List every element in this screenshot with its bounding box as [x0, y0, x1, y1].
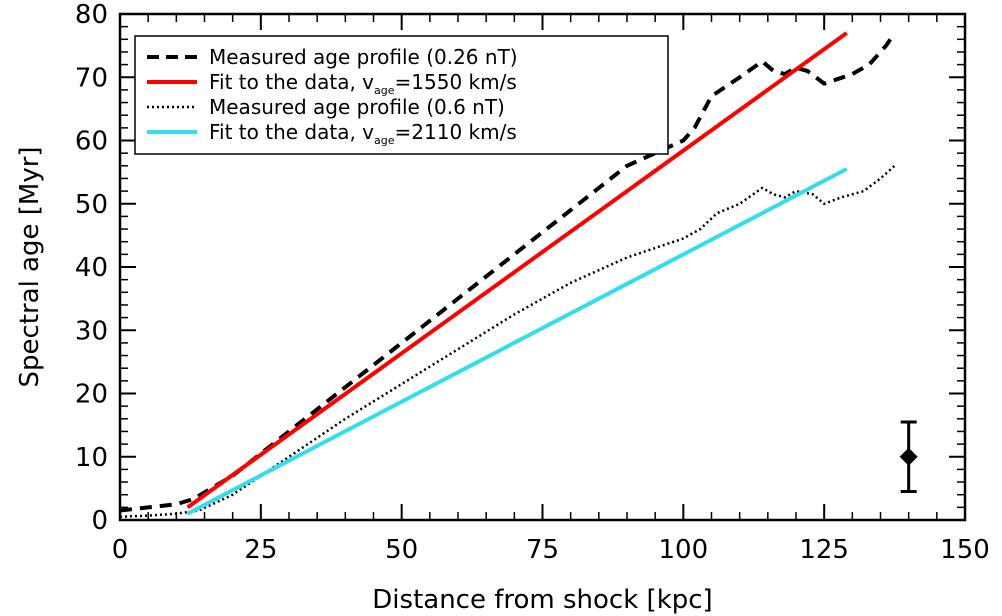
x-tick-label: 125: [799, 535, 849, 565]
series-layer: [119, 31, 897, 519]
legend-label-text: Measured age profile (0.26 nT): [209, 45, 518, 69]
y-tick-label: 50: [75, 190, 108, 220]
x-tick-label: 25: [244, 535, 277, 565]
y-tick-label: 70: [75, 63, 108, 93]
y-tick-label: 40: [75, 253, 108, 283]
series-line-2: [119, 164, 896, 519]
legend-label-text: Fit to the data, v: [209, 70, 374, 94]
legend-label-2: Measured age profile (0.6 nT): [209, 95, 505, 119]
y-tick-label: 20: [75, 380, 108, 410]
x-tick-label: 75: [526, 535, 559, 565]
series-line-3: [186, 167, 848, 516]
legend: Measured age profile (0.26 nT)Fit to the…: [134, 35, 669, 155]
legend-label-tail: =1550 km/s: [395, 70, 517, 94]
legend-label-text: Fit to the data, v: [209, 120, 374, 144]
y-tick-label: 80: [75, 0, 108, 30]
error-bar-point: [899, 447, 918, 466]
legend-label-subscript: age: [374, 134, 395, 147]
legend-label-1: Fit to the data, vage=1550 km/s: [209, 70, 517, 97]
x-axis-title: Distance from shock [kpc]: [372, 585, 712, 615]
x-tick-label: 100: [659, 535, 709, 565]
y-tick-label: 0: [91, 506, 108, 536]
legend-label-3: Fit to the data, vage=2110 km/s: [209, 120, 517, 147]
y-tick-label: 10: [75, 443, 108, 473]
tick-labels: 0 25 50 75 100 125 150 0 10 20 30 40 50 60 70 80: [75, 0, 990, 565]
y-tick-label: 30: [75, 316, 108, 346]
legend-box: [134, 35, 669, 155]
x-tick-label: 150: [940, 535, 990, 565]
tick-marks: [119, 13, 966, 521]
legend-label-0: Measured age profile (0.26 nT): [209, 45, 518, 69]
legend-label-tail: =2110 km/s: [395, 120, 517, 144]
y-tick-label: 60: [75, 127, 108, 157]
error-bar: [899, 420, 918, 494]
x-tick-label: 50: [385, 535, 418, 565]
legend-label-subscript: age: [374, 84, 395, 97]
y-axis-title: Spectral age [Myr]: [15, 146, 45, 387]
x-tick-label: 0: [112, 535, 129, 565]
series-line-0: [119, 31, 897, 513]
series-line-1: [186, 31, 848, 510]
legend-label-text: Measured age profile (0.6 nT): [209, 95, 505, 119]
